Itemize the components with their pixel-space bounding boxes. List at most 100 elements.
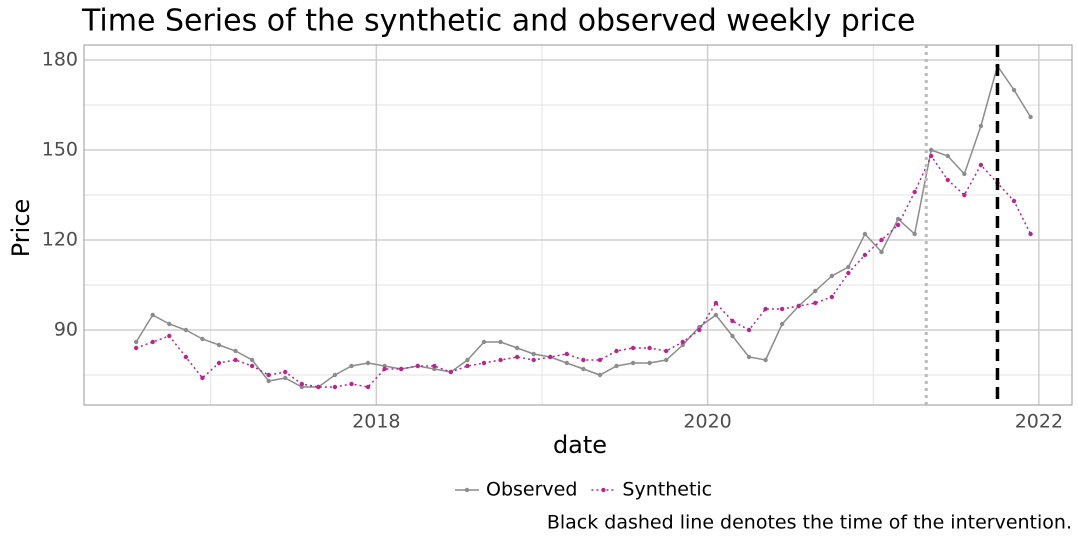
y-axis-label: Price xyxy=(7,199,35,258)
data-point xyxy=(398,366,404,372)
data-point xyxy=(200,375,205,381)
legend-label: Observed xyxy=(486,479,577,501)
data-point xyxy=(746,327,752,333)
data-point xyxy=(249,363,255,369)
data-point xyxy=(332,372,338,378)
plot-border xyxy=(83,44,1073,406)
series-line xyxy=(135,154,1032,388)
legend-swatch xyxy=(601,487,606,493)
series-line xyxy=(135,64,1032,388)
data-point xyxy=(150,312,155,318)
data-point xyxy=(564,360,570,366)
data-point xyxy=(614,363,619,369)
x-axis-label: date xyxy=(553,431,607,459)
data-point xyxy=(895,216,901,222)
data-point xyxy=(448,369,454,375)
data-point xyxy=(647,345,652,351)
data-point xyxy=(564,351,570,357)
data-point xyxy=(829,273,835,279)
data-point xyxy=(216,360,222,366)
data-point xyxy=(945,153,950,159)
data-point xyxy=(1011,87,1017,93)
data-point xyxy=(978,162,984,168)
data-point xyxy=(481,339,487,345)
data-point xyxy=(962,192,967,198)
data-point xyxy=(680,339,685,345)
data-point xyxy=(365,360,371,366)
data-point xyxy=(498,357,503,363)
data-point xyxy=(266,372,271,378)
data-point xyxy=(730,333,735,339)
data-point xyxy=(133,339,139,345)
legend-label: Synthetic xyxy=(622,479,712,501)
data-point xyxy=(200,336,205,342)
data-point xyxy=(283,375,288,381)
data-point xyxy=(630,360,636,366)
y-tick-label: 90 xyxy=(54,319,78,341)
caption: Black dashed line denotes the time of th… xyxy=(547,512,1072,534)
data-point xyxy=(945,177,950,183)
data-point xyxy=(316,384,321,390)
data-point xyxy=(962,171,967,177)
data-point xyxy=(879,249,884,255)
data-point xyxy=(862,252,868,258)
data-point xyxy=(167,321,172,327)
data-point xyxy=(581,357,586,363)
data-point xyxy=(415,363,420,369)
data-point xyxy=(531,351,536,357)
data-point xyxy=(779,321,785,327)
data-point xyxy=(233,348,238,354)
x-tick-label: 2020 xyxy=(683,411,731,433)
data-point xyxy=(813,288,818,294)
data-point xyxy=(349,363,354,369)
legend-swatch xyxy=(464,487,470,493)
data-point xyxy=(746,354,752,360)
data-point xyxy=(978,123,984,129)
data-point xyxy=(929,147,934,153)
data-point xyxy=(895,222,901,228)
data-point xyxy=(183,327,189,333)
data-point xyxy=(167,333,172,339)
data-point xyxy=(614,348,619,354)
data-point xyxy=(912,231,917,237)
data-point xyxy=(846,264,851,270)
data-point xyxy=(283,369,288,375)
data-point xyxy=(299,381,305,387)
data-point xyxy=(846,270,851,276)
data-point xyxy=(249,357,255,363)
data-point xyxy=(548,354,553,360)
data-point xyxy=(862,231,868,237)
data-point xyxy=(697,327,702,333)
data-point xyxy=(133,345,139,351)
data-point xyxy=(663,348,669,354)
data-point xyxy=(332,384,338,390)
data-point xyxy=(730,318,735,324)
data-point xyxy=(879,237,884,243)
data-point xyxy=(630,345,636,351)
data-point xyxy=(912,189,917,195)
data-point xyxy=(829,294,835,300)
data-point xyxy=(647,360,652,366)
data-point xyxy=(481,360,487,366)
data-point xyxy=(382,366,387,372)
data-point xyxy=(465,357,470,363)
data-point xyxy=(597,357,603,363)
data-point xyxy=(763,306,768,312)
data-point xyxy=(432,363,437,369)
data-point xyxy=(498,339,503,345)
data-point xyxy=(365,384,371,390)
y-tick-label: 150 xyxy=(42,139,78,161)
data-point xyxy=(796,303,801,309)
data-point xyxy=(929,153,934,159)
y-tick-label: 120 xyxy=(42,229,78,251)
data-point xyxy=(663,357,669,363)
data-point xyxy=(465,363,470,369)
data-point xyxy=(233,357,238,363)
data-point xyxy=(597,372,603,378)
data-point xyxy=(150,339,155,345)
data-point xyxy=(1028,114,1033,120)
data-point xyxy=(183,354,189,360)
data-point xyxy=(1028,231,1033,237)
x-tick-label: 2022 xyxy=(1015,411,1063,433)
